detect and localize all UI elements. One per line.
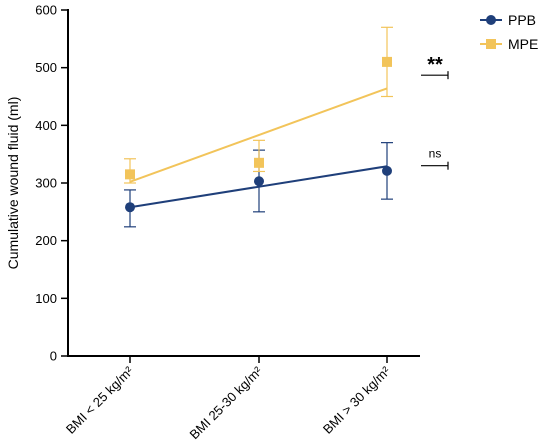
y-tick-label-1: 100: [35, 291, 57, 306]
legend-item-ppb: PPB: [480, 12, 536, 28]
y-tick-label-0: 0: [50, 349, 57, 364]
y-tick-label-4: 400: [35, 118, 57, 133]
point-ppb-0: [125, 202, 135, 213]
legend-marker-ppb: [486, 15, 496, 25]
point-mpe-2: [382, 56, 392, 67]
point-mpe-0: [125, 169, 135, 180]
plot-area: [124, 26, 393, 228]
series-ppb: [124, 142, 393, 228]
x-tick-label-0: BMI < 25 kg/m²: [63, 363, 137, 437]
y-tick-label-2: 200: [35, 233, 57, 248]
x-tick-label-1: BMI 25-30 kg/m²: [187, 363, 266, 442]
x-tick-label-2: BMI > 30 kg/m²: [320, 363, 394, 437]
y-tick-label-5: 500: [35, 60, 57, 75]
point-ppb-1: [254, 176, 264, 187]
y-axis-title: Cumulative wound fluid (ml): [5, 97, 21, 270]
legend-marker-mpe: [486, 39, 496, 49]
y-tick-label-3: 300: [35, 176, 57, 191]
legend-item-mpe: MPE: [480, 36, 538, 52]
sig-label-0: **: [427, 54, 443, 76]
x-axis: BMI < 25 kg/m² BMI 25-30 kg/m² BMI > 30 kg…: [63, 355, 420, 442]
y-tick-label-6: 600: [35, 3, 57, 18]
legend-label-mpe: MPE: [508, 36, 538, 52]
y-axis: 0 100 200 300 400 500 600 Cumulative wound flui…: [5, 3, 69, 364]
point-mpe-1: [254, 157, 264, 168]
point-ppb-2: [382, 165, 392, 176]
significance-annotations: ** ns: [421, 54, 449, 170]
series-mpe: [124, 26, 393, 184]
trend-line-mpe: [129, 87, 388, 183]
legend-label-ppb: PPB: [508, 12, 536, 28]
legend: PPB MPE: [480, 12, 538, 52]
sig-label-1: ns: [429, 147, 442, 161]
